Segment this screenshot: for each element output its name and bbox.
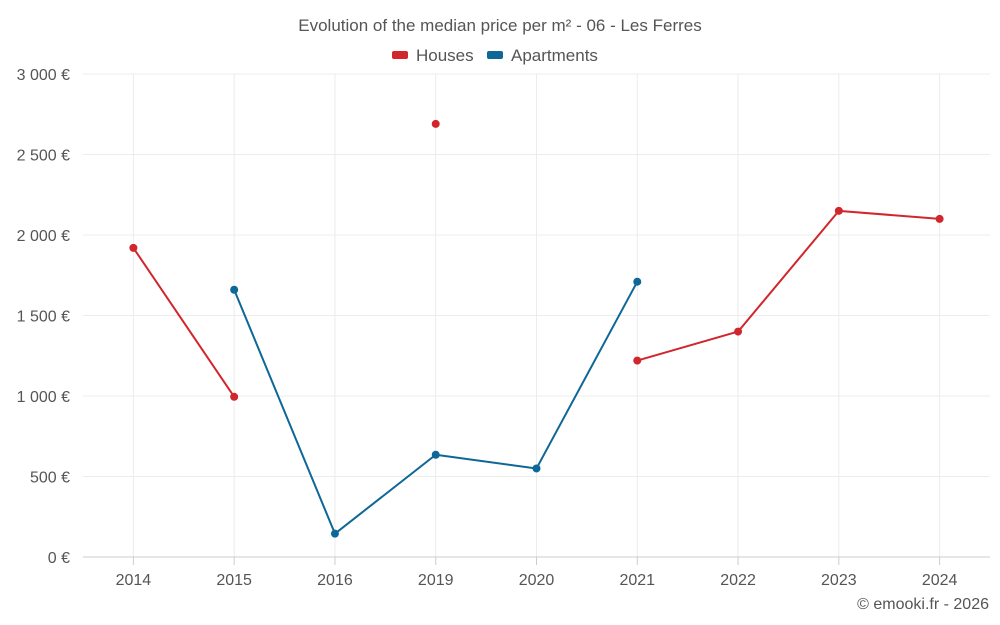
data-point-apartments[interactable] bbox=[431, 450, 440, 459]
data-point-houses[interactable] bbox=[230, 392, 239, 401]
data-point-apartments[interactable] bbox=[532, 464, 541, 473]
data-point-houses[interactable] bbox=[834, 206, 843, 215]
y-axis: 0 € 500 € 1 000 € 1 500 € 2 000 € 2 500 € 3 00… bbox=[17, 67, 70, 567]
x-tick-label: 2024 bbox=[922, 572, 958, 589]
legend-item-houses[interactable]: Houses bbox=[392, 46, 474, 65]
legend-label-houses: Houses bbox=[416, 46, 474, 65]
x-tick-label: 2021 bbox=[619, 572, 655, 589]
series-line-houses bbox=[132, 246, 236, 398]
data-point-houses[interactable] bbox=[935, 214, 944, 223]
data-point-apartments[interactable] bbox=[230, 285, 239, 294]
series bbox=[129, 119, 944, 538]
series-houses bbox=[129, 119, 944, 401]
x-tick-label: 2016 bbox=[317, 572, 353, 589]
x-tick-label: 2023 bbox=[821, 572, 857, 589]
y-tick-label: 1 000 € bbox=[17, 389, 70, 406]
series-apartments bbox=[230, 277, 642, 538]
legend-swatch-houses bbox=[392, 51, 408, 59]
x-tick-label: 2019 bbox=[418, 572, 454, 589]
legend-swatch-apartments bbox=[487, 51, 503, 59]
data-point-houses[interactable] bbox=[431, 119, 440, 128]
y-tick-label: 1 500 € bbox=[17, 309, 70, 326]
y-tick-label: 0 € bbox=[48, 550, 70, 567]
x-tick-label: 2015 bbox=[216, 572, 252, 589]
y-tick-label: 2 500 € bbox=[17, 148, 70, 165]
x-tick-label: 2014 bbox=[116, 572, 152, 589]
y-tick-label: 3 000 € bbox=[17, 67, 70, 84]
data-point-apartments[interactable] bbox=[330, 529, 339, 538]
series-line-houses bbox=[636, 209, 941, 362]
y-tick-label: 500 € bbox=[30, 470, 70, 487]
chart-title: Evolution of the median price per m² - 0… bbox=[298, 16, 701, 35]
data-point-houses[interactable] bbox=[129, 243, 138, 252]
credit-text: © emooki.fr - 2026 bbox=[857, 596, 989, 613]
data-point-houses[interactable] bbox=[633, 356, 642, 365]
legend-label-apartments: Apartments bbox=[511, 46, 598, 65]
y-tick-label: 2 000 € bbox=[17, 228, 70, 245]
data-point-apartments[interactable] bbox=[633, 277, 642, 286]
x-axis: 2014 2015 2016 2019 2020 2021 2022 2023 2024 bbox=[83, 556, 990, 589]
x-tick-label: 2022 bbox=[720, 572, 756, 589]
x-tick-label: 2020 bbox=[519, 572, 555, 589]
grid bbox=[83, 73, 990, 557]
legend: Houses Apartments bbox=[392, 46, 598, 65]
data-point-houses[interactable] bbox=[734, 327, 743, 336]
legend-item-apartments[interactable]: Apartments bbox=[487, 46, 598, 65]
